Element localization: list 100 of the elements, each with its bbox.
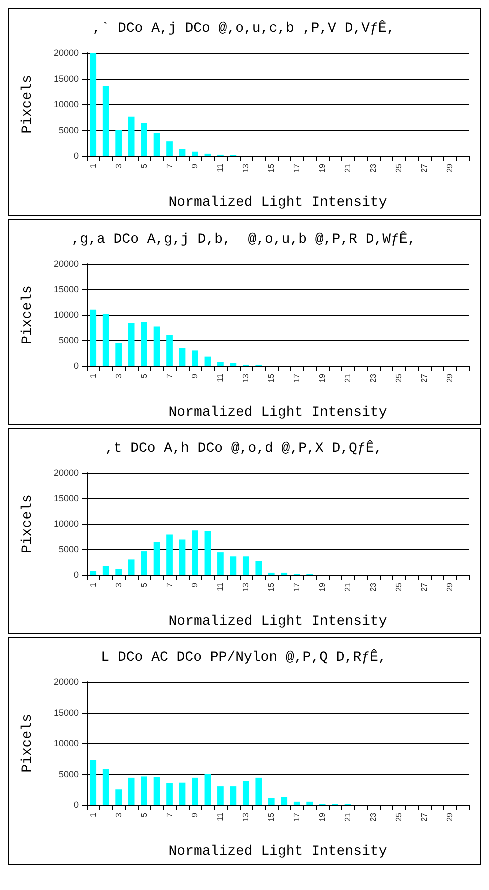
y-axis-title: Pixcels	[20, 494, 36, 554]
y-tick-label: 15000	[54, 74, 79, 84]
x-tick-label: 19	[318, 812, 328, 822]
x-tick-label: 21	[344, 373, 353, 383]
y-tick-label: 20000	[54, 259, 79, 269]
bar	[141, 322, 148, 366]
y-tick-label: 10000	[54, 310, 79, 320]
x-tick-label: 15	[267, 582, 276, 592]
bar	[116, 569, 122, 575]
x-tick-label: 27	[420, 163, 429, 173]
x-tick-label: 21	[344, 163, 353, 173]
bar	[90, 53, 97, 156]
bar	[242, 781, 250, 805]
x-tick-label: 17	[292, 163, 302, 173]
x-tick-label: 17	[292, 812, 302, 822]
y-tick-label: 10000	[54, 100, 79, 110]
x-axis-title: Normalized Light Intensity	[168, 844, 388, 860]
x-tick-label: 9	[190, 163, 200, 168]
bar	[128, 116, 135, 156]
x-axis-title: Normalized Light Intensity	[168, 405, 388, 421]
x-tick-label: 3	[114, 812, 124, 818]
x-tick-label: 23	[369, 373, 378, 383]
bar	[154, 326, 160, 366]
bar	[204, 356, 212, 366]
x-axis-title: Normalized Light Intensity	[168, 614, 388, 630]
x-tick-label: 9	[190, 812, 200, 818]
x-tick-label: 15	[267, 812, 276, 822]
bar	[141, 124, 148, 156]
bar	[90, 571, 97, 575]
x-tick-label: 1	[88, 163, 98, 168]
bar	[166, 534, 173, 575]
bar	[192, 350, 198, 366]
y-tick-label: 5000	[58, 336, 79, 346]
x-tick-label: 27	[420, 812, 429, 822]
x-tick-label: 25	[394, 163, 404, 173]
x-tick-label: 3	[114, 373, 124, 378]
x-tick-label: 27	[420, 582, 429, 592]
bar	[116, 790, 122, 805]
bar	[166, 335, 173, 366]
x-tick-label: 9	[190, 373, 200, 378]
x-tick-label: 15	[267, 373, 276, 383]
bar	[230, 786, 237, 805]
bar	[281, 797, 288, 805]
x-tick-label: 25	[394, 812, 404, 822]
bar	[154, 542, 160, 575]
x-tick-label: 1	[88, 373, 98, 378]
x-tick-label: 5	[140, 582, 149, 588]
x-tick-label: 19	[318, 163, 328, 173]
x-tick-label: 23	[369, 163, 378, 173]
bar	[128, 560, 135, 575]
bar	[192, 530, 198, 575]
x-tick-label: 7	[165, 582, 174, 588]
bar	[256, 778, 262, 805]
bar	[294, 802, 300, 805]
bar	[192, 152, 198, 156]
bar	[102, 314, 110, 366]
bar	[306, 802, 314, 805]
y-tick-label: 20000	[54, 677, 79, 687]
bar	[179, 782, 186, 805]
chart-title: L DCo AC DCo PP/Nylon @,P,Q D,RƒÊ,	[101, 649, 387, 666]
y-tick-label: 5000	[58, 544, 79, 554]
y-tick-label: 0	[74, 570, 79, 580]
bar	[90, 760, 97, 805]
bar	[90, 310, 97, 366]
x-tick-label: 17	[292, 373, 302, 383]
bar	[166, 783, 173, 805]
x-tick-label: 11	[216, 812, 226, 822]
x-tick-label: 29	[445, 582, 454, 592]
x-tick-label: 27	[420, 373, 429, 383]
bar	[128, 323, 135, 366]
y-tick-label: 5000	[58, 769, 79, 780]
x-tick-label: 13	[242, 163, 251, 173]
y-axis-title: Pixcels	[20, 714, 36, 773]
bar	[141, 552, 148, 575]
y-tick-label: 0	[74, 800, 79, 810]
y-tick-label: 5000	[58, 125, 79, 136]
x-tick-label: 3	[114, 582, 124, 588]
bar	[230, 363, 237, 366]
bar	[192, 778, 198, 805]
bar	[102, 769, 110, 805]
bar	[218, 362, 224, 366]
bar	[204, 531, 212, 575]
x-tick-label: 11	[216, 373, 226, 382]
x-tick-label: 7	[165, 163, 174, 168]
x-tick-label: 19	[318, 582, 328, 592]
x-tick-label: 25	[394, 582, 404, 592]
x-tick-label: 21	[344, 582, 353, 592]
x-tick-label: 13	[242, 812, 251, 822]
x-tick-label: 23	[369, 582, 378, 592]
x-tick-label: 23	[369, 812, 378, 822]
bar	[102, 566, 110, 575]
y-tick-label: 0	[74, 361, 79, 371]
x-tick-label: 25	[394, 373, 404, 383]
x-tick-label: 13	[242, 373, 251, 383]
y-axis-title: Pixcels	[20, 75, 36, 134]
bar	[218, 552, 224, 575]
bar	[230, 556, 237, 575]
x-axis-title: Normalized Light Intensity	[168, 195, 388, 211]
x-tick-label: 9	[190, 582, 200, 588]
bar	[116, 343, 122, 366]
